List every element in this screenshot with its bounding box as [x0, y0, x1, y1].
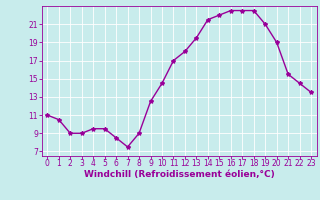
X-axis label: Windchill (Refroidissement éolien,°C): Windchill (Refroidissement éolien,°C) [84, 170, 275, 179]
